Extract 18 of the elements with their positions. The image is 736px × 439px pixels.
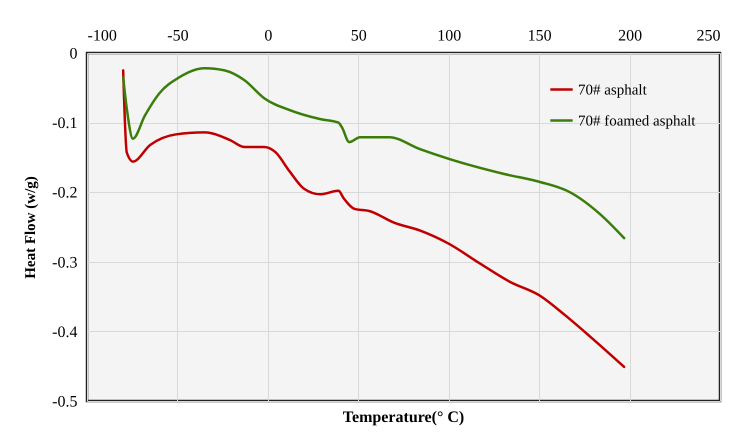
legend-label: 70# foamed asphalt [578, 114, 696, 130]
y-tick-label: -0.3 [52, 254, 78, 272]
x-tick-label: 200 [618, 28, 642, 44]
x-tick-label: -100 [88, 28, 117, 44]
x-axis-title: Temperature(° C) [342, 409, 464, 426]
y-axis-title: Heat Flow (w/g) [23, 176, 40, 279]
x-tick-label: 50 [350, 28, 367, 44]
x-tick-label: -50 [167, 28, 189, 44]
legend-label: 70# asphalt [578, 82, 648, 98]
y-tick-label: -0.5 [52, 394, 78, 410]
x-tick-label: 100 [437, 28, 462, 44]
y-tick-label: -0.4 [52, 324, 78, 341]
x-tick-label: 0 [264, 28, 272, 44]
x-tick-label: 150 [528, 28, 552, 44]
y-tick-label: -0.1 [52, 115, 78, 132]
y-tick-label: 0 [70, 46, 78, 62]
y-tick-label: -0.2 [52, 184, 78, 202]
x-tick-label: 250 [696, 28, 720, 44]
